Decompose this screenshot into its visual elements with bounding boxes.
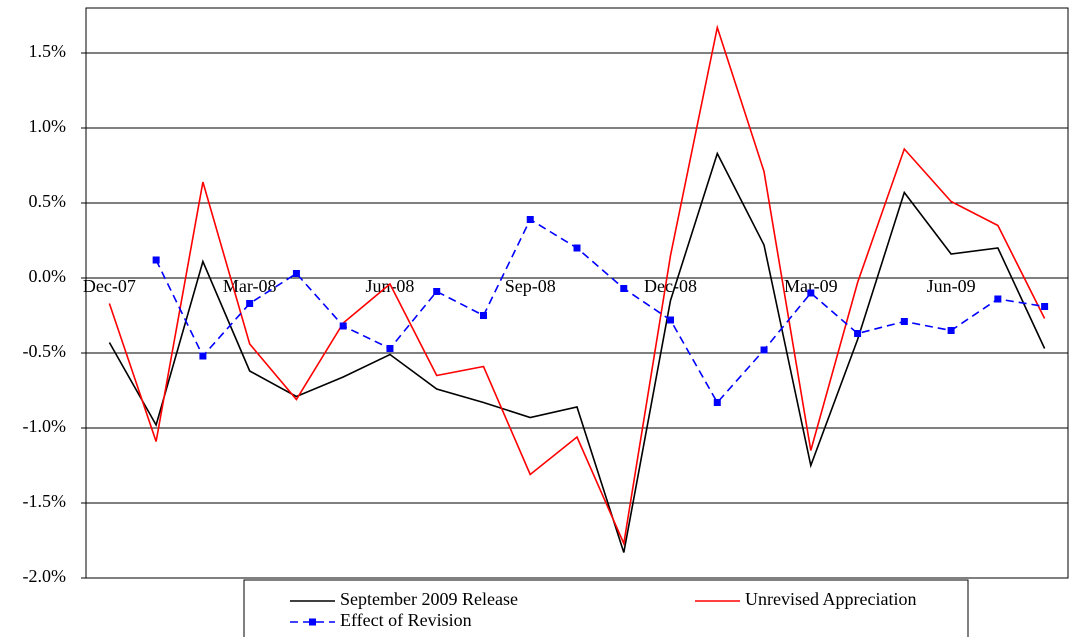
point-marker xyxy=(339,322,347,330)
x-tick-label: Dec-07 xyxy=(83,276,136,296)
point-marker xyxy=(433,288,441,295)
legend-box xyxy=(243,579,969,637)
legend-label: Effect of Revision xyxy=(340,610,472,630)
point-marker xyxy=(807,289,815,297)
point-marker xyxy=(526,216,534,223)
point-marker xyxy=(620,285,628,292)
point-marker xyxy=(713,399,721,406)
legend-label: Unrevised Appreciation xyxy=(745,589,916,609)
point-marker xyxy=(573,244,581,252)
plot-border xyxy=(85,7,1069,579)
series-line xyxy=(108,151,1046,553)
y-tick-label: 1.0% xyxy=(29,116,67,136)
y-tick-label: -1.5% xyxy=(23,491,67,511)
y-tick-label: 0.5% xyxy=(29,191,67,211)
x-tick-label: Jun-08 xyxy=(365,276,414,296)
y-tick-label: -2.0% xyxy=(23,566,67,586)
point-marker xyxy=(479,312,487,319)
x-tick-label: Dec-08 xyxy=(644,276,697,296)
y-tick-label: 0.0% xyxy=(29,266,67,286)
point-marker xyxy=(994,295,1002,303)
point-marker xyxy=(760,346,768,354)
x-tick-label: Sep-08 xyxy=(505,276,556,296)
point-marker xyxy=(854,330,862,337)
point-marker xyxy=(900,318,908,325)
series-line xyxy=(108,24,1046,547)
legend-label: September 2009 Release xyxy=(340,589,518,609)
x-tick-label: Jun-09 xyxy=(927,276,976,296)
point-marker xyxy=(199,352,207,360)
point-marker xyxy=(292,270,300,277)
x-tick-label: Mar-09 xyxy=(784,276,838,296)
point-marker xyxy=(667,316,675,324)
y-tick-label: -0.5% xyxy=(23,341,67,361)
point-marker xyxy=(246,300,254,307)
y-tick-label: -1.0% xyxy=(23,416,67,436)
point-marker xyxy=(152,256,160,264)
y-tick-label: 1.5% xyxy=(29,41,67,61)
x-tick-label: Mar-08 xyxy=(223,276,277,296)
legend-marker xyxy=(309,618,316,626)
point-marker xyxy=(947,327,955,334)
point-marker xyxy=(1041,303,1049,310)
point-marker xyxy=(386,345,394,352)
